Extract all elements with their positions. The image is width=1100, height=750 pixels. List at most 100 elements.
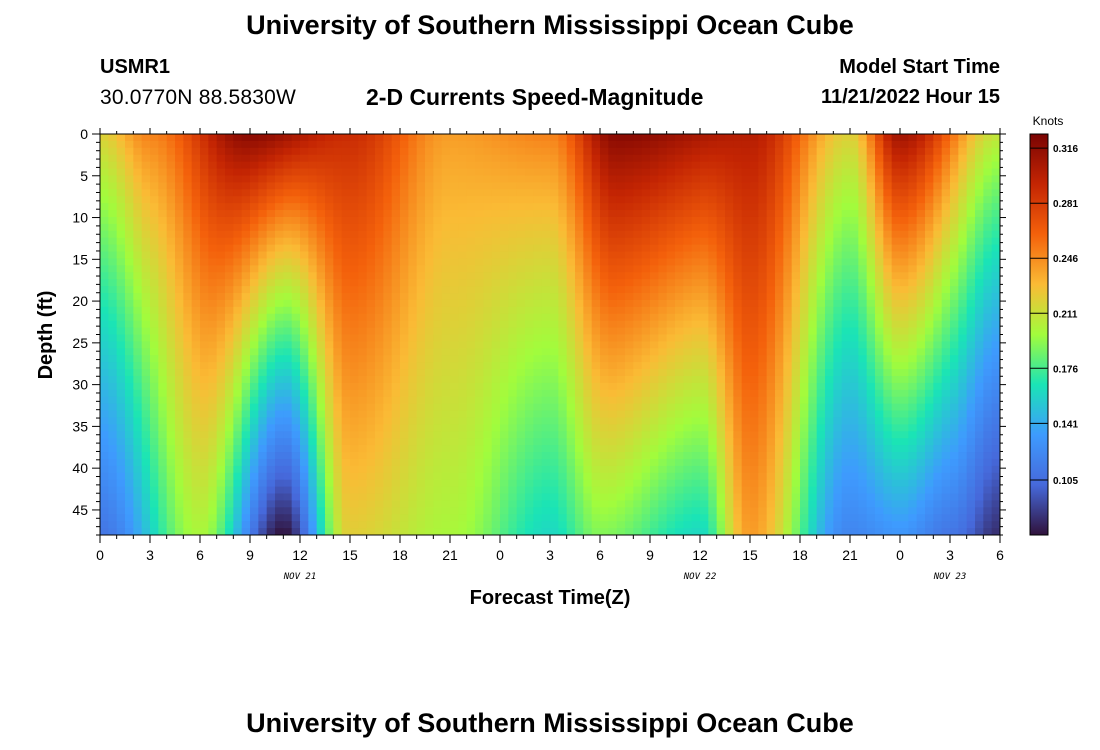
heat-cell [366,313,376,322]
heat-cell [100,134,109,142]
heat-cell [950,244,959,253]
heat-cell [808,175,818,183]
heat-cell [566,389,576,398]
heat-cell [758,272,768,280]
heat-cell [391,203,401,211]
heat-cell [458,375,468,384]
heat-cell [608,389,618,398]
heat-cell [658,431,668,439]
heat-cell [175,452,184,460]
heat-cell [916,147,926,156]
heat-cell [700,299,709,308]
heat-cell [666,355,676,363]
heat-cell [833,251,843,260]
heat-cell [841,424,851,432]
heat-cell [491,140,501,149]
heat-cell [666,203,676,211]
heat-cell [500,154,509,163]
heat-cell [550,410,559,419]
heat-cell [100,161,109,170]
heat-cell [508,320,518,329]
heat-cell [641,134,651,142]
heat-cell [941,424,951,432]
heat-cell [833,265,843,273]
heat-cell [825,410,834,419]
heat-cell [500,272,509,280]
heat-cell [475,299,484,308]
heat-cell [508,244,518,253]
heat-cell [250,348,259,356]
heat-cell [100,216,109,225]
heat-cell [866,417,876,425]
heat-cell [500,362,509,370]
heat-cell [441,417,451,425]
heat-cell [666,334,676,343]
heat-cell [741,362,751,370]
heat-cell [508,313,518,322]
heat-cell [650,417,659,425]
heat-cell [125,410,134,419]
heat-cell [541,348,551,356]
heat-cell [858,334,868,343]
heat-cell [508,417,518,425]
heat-cell [958,258,968,266]
heat-cell [358,189,368,197]
heat-cell [666,216,676,225]
heat-cell [133,196,143,204]
heat-cell [241,293,251,301]
heat-cell [416,313,426,322]
heat-cell [200,299,209,308]
heat-cell [500,147,509,156]
heat-cell [208,375,218,384]
heat-cell [500,265,509,273]
heat-cell [308,196,318,204]
heat-cell [941,265,951,273]
heat-cell [458,417,468,425]
heat-cell [458,244,468,253]
heat-cell [208,182,218,190]
heat-cell [725,299,734,308]
heat-cell [433,382,443,391]
heat-cell [458,168,468,177]
heat-cell [341,375,351,384]
heat-cell [716,438,726,446]
heat-cell [750,258,759,266]
heat-cell [783,410,793,419]
heat-cell [716,306,726,315]
heat-cell [516,244,526,253]
heat-cell [191,265,201,273]
heat-cell [766,210,776,218]
heat-cell [783,154,793,163]
heat-cell [600,272,609,280]
heat-cell [233,147,243,156]
heat-cell [791,154,801,163]
heat-cell [425,182,434,190]
heat-cell [950,251,959,260]
heat-cell [825,375,834,384]
heat-cell [491,299,501,308]
heat-cell [783,175,793,183]
heat-cell [408,299,418,308]
heat-cell [483,431,493,439]
heat-cell [633,362,643,370]
heat-cell [200,265,209,273]
heat-cell [358,320,368,329]
heat-cell [175,216,184,225]
heat-cell [741,161,751,170]
heat-cell [633,189,643,197]
heat-cell [833,210,843,218]
heat-cell [141,320,151,329]
heat-cell [183,161,193,170]
heat-cell [258,299,268,308]
heat-cell [233,410,243,419]
heat-cell [425,244,434,253]
heat-cell [433,223,443,232]
heat-cell [925,272,934,280]
heat-cell [666,299,676,308]
heat-cell [216,272,226,280]
heat-cell [716,265,726,273]
heat-cell [300,431,309,439]
heat-cell [958,355,968,363]
heat-cell [241,203,251,211]
heat-cell [133,320,143,329]
